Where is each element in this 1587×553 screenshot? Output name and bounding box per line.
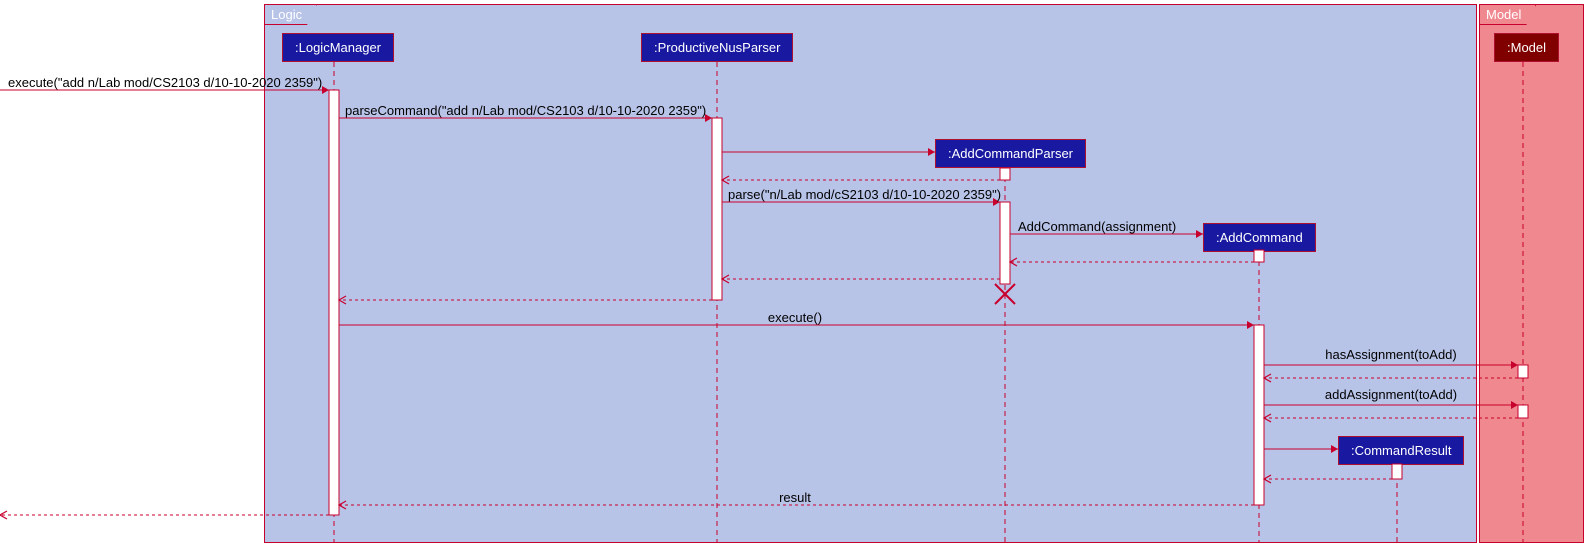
participant-model: :Model xyxy=(1494,33,1559,62)
participant-add-command-parser: :AddCommandParser xyxy=(935,139,1086,168)
sequence-diagram: Logic Model :LogicManager :ProductiveNus… xyxy=(0,0,1587,553)
participant-logic-manager: :LogicManager xyxy=(282,33,394,62)
participant-command-result: :CommandResult xyxy=(1338,436,1464,465)
frame-model-label: Model xyxy=(1479,4,1536,25)
frame-model: Model xyxy=(1479,4,1584,543)
frame-logic-label: Logic xyxy=(264,4,317,25)
participant-parser: :ProductiveNusParser xyxy=(641,33,793,62)
frame-logic: Logic xyxy=(264,4,1477,543)
participant-add-command: :AddCommand xyxy=(1203,223,1316,252)
